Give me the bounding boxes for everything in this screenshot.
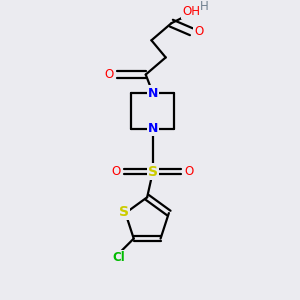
- Text: O: O: [112, 165, 121, 178]
- Text: Cl: Cl: [112, 250, 125, 264]
- Text: O: O: [194, 25, 203, 38]
- Text: N: N: [148, 122, 158, 135]
- Text: S: S: [148, 165, 158, 178]
- Text: N: N: [148, 87, 158, 100]
- Text: H: H: [200, 0, 208, 13]
- Text: O: O: [105, 68, 114, 81]
- Text: S: S: [119, 205, 129, 219]
- Text: O: O: [185, 165, 194, 178]
- Text: OH: OH: [182, 5, 200, 18]
